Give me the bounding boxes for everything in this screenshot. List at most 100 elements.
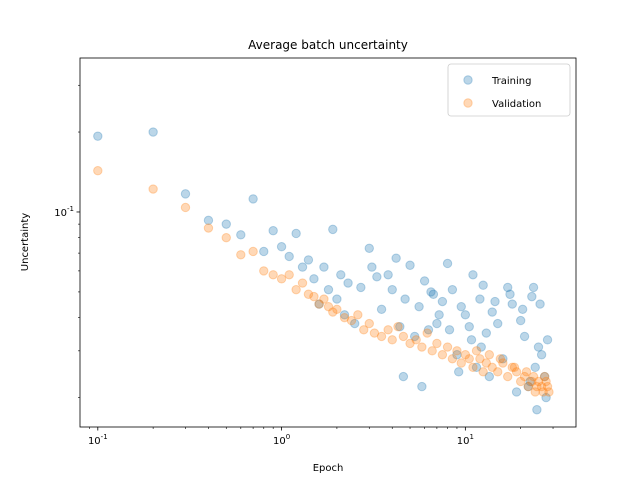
data-point [259,266,269,276]
data-point [481,358,491,368]
data-point [297,262,308,272]
data-point [303,289,314,299]
data-point [532,381,542,392]
data-point [528,371,539,382]
data-point [323,284,334,295]
data-point [309,274,319,284]
data-point [276,274,287,284]
data-point [291,228,301,239]
data-point [515,376,526,387]
y-axis-label: Uncertainty [20,213,31,272]
data-point [221,233,231,243]
data-point [442,342,453,352]
data-point [332,294,342,304]
legend-label: Validation [492,99,541,110]
data-point [456,301,466,312]
data-point [417,342,427,352]
data-point [503,371,513,382]
data-point [523,381,533,392]
data-point [319,294,329,304]
data-point [456,358,466,368]
data-point [541,376,551,387]
data-point [328,224,338,235]
data-point [447,284,458,295]
data-point [432,318,442,329]
data-point [515,315,526,326]
data-point [93,166,103,176]
data-point [203,223,214,233]
x-tick-label: 10-1 [88,433,108,447]
data-point [359,325,369,335]
ticks-layer: 10-1 100 101 10-1 [54,84,554,447]
data-point [236,250,246,260]
data-point [475,354,485,364]
data-point [528,282,539,293]
data-point [511,387,522,397]
data-point [434,310,444,320]
data-point [387,335,397,345]
data-point [395,321,405,332]
data-point [498,358,508,368]
data-point [332,304,342,315]
data-point [487,362,497,373]
data-point [478,280,488,290]
data-point [503,282,513,293]
data-point [391,253,401,263]
legend-marker [463,98,473,108]
data-point [468,362,478,373]
data-point [475,294,485,304]
data-point [419,276,430,286]
data-point [476,342,486,352]
data-point [268,226,278,236]
data-point [367,262,377,272]
data-point [452,346,462,356]
data-point [464,321,474,332]
data-point [507,362,517,373]
chart-title: Average batch uncertainty [248,38,408,52]
data-point [533,376,544,387]
data-point [405,260,415,270]
data-point [481,328,491,338]
legend-marker [463,75,473,85]
data-point [339,312,350,323]
data-point [471,362,482,373]
data-point [511,367,522,377]
data-point [350,318,360,329]
data-point [148,184,158,194]
data-point [259,246,269,257]
data-point [468,270,478,280]
data-point [148,127,158,137]
data-point [336,270,346,280]
data-point [464,354,474,364]
data-point [323,301,334,312]
data-point [525,376,535,387]
data-point [521,367,532,377]
data-point [297,278,308,288]
data-point [411,335,421,345]
data-point [466,335,477,345]
data-point [364,318,374,329]
data-point [284,251,294,262]
data-point [452,350,462,360]
data-point [426,287,436,297]
x-axis-label: Epoch [313,463,344,474]
data-point [383,325,393,335]
data-point [417,381,427,392]
legend: Training Validation [447,63,571,117]
data-point [437,350,448,360]
data-point [493,367,503,377]
data-point [460,310,471,320]
data-point [427,346,437,356]
data-point [498,354,508,364]
data-point [490,296,500,307]
data-point [495,354,506,364]
data-point [535,299,545,309]
data-point [509,362,520,373]
legend-label: Training [491,76,531,87]
data-point [180,202,191,213]
data-point [530,387,540,397]
data-point [376,331,387,342]
data-point [422,328,432,338]
series-training [93,127,553,415]
